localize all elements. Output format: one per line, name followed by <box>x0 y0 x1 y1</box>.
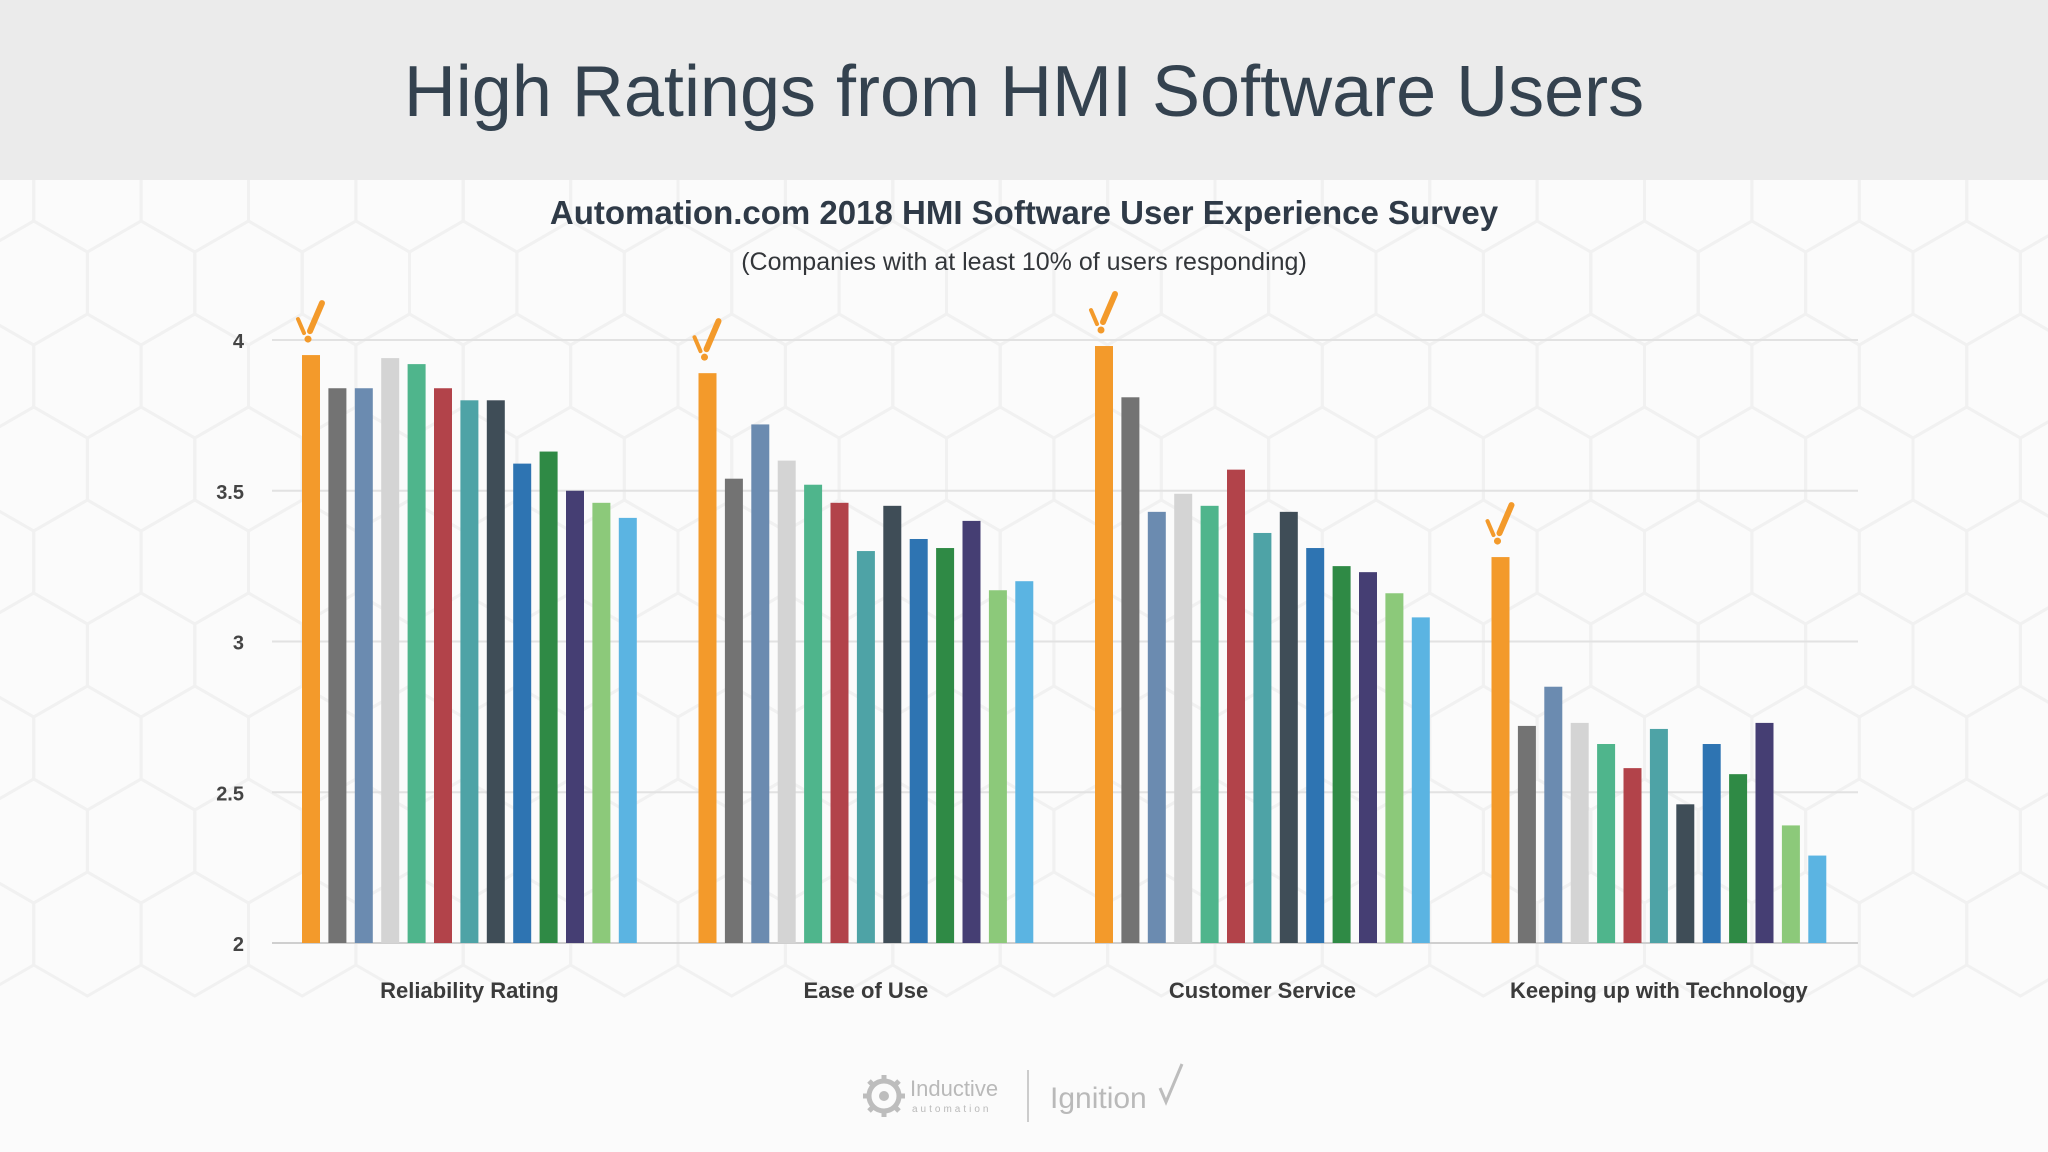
y-tick-label: 4 <box>233 331 245 353</box>
y-tick-label: 2.5 <box>216 783 244 805</box>
bar <box>1121 397 1140 943</box>
ignition-check-icon <box>1089 291 1118 334</box>
ignition-check-icon <box>1485 502 1515 545</box>
automation-logo-text: automation <box>912 1104 991 1115</box>
gridlines <box>272 339 1858 944</box>
bar <box>1200 505 1219 943</box>
category-label: Ease of Use <box>804 978 929 1003</box>
gear-icon <box>863 1075 905 1117</box>
bar <box>698 373 717 943</box>
bar <box>1359 572 1377 943</box>
bar <box>539 451 558 943</box>
bar <box>777 460 796 943</box>
bar <box>962 520 981 943</box>
bar <box>486 400 505 943</box>
header-bar <box>0 0 2048 180</box>
bar <box>936 548 955 943</box>
bar <box>566 490 584 943</box>
bar <box>1015 581 1034 943</box>
bar <box>724 478 743 943</box>
chart-subtitle: (Companies with at least 10% of users re… <box>741 248 1307 276</box>
bar <box>1649 728 1668 943</box>
bar <box>1253 532 1272 943</box>
bar <box>856 551 875 943</box>
bar <box>1306 548 1325 943</box>
inductive-logo-text: Inductive <box>910 1076 998 1101</box>
bar <box>1385 593 1404 943</box>
ignition-check-icon <box>1158 1063 1184 1106</box>
bar <box>592 502 611 943</box>
bar <box>1491 557 1510 943</box>
bar <box>830 502 849 943</box>
bar <box>909 538 928 943</box>
bar <box>381 358 400 944</box>
y-axis-ticks: 2 2.5 3 3.5 4 <box>216 331 245 956</box>
footer-logos: Inductive automation Ignition <box>863 1063 1184 1122</box>
category-labels: Reliability Rating Ease of Use Customer Se… <box>380 978 1808 1003</box>
bar <box>1279 511 1298 943</box>
bar <box>618 517 637 943</box>
bar <box>1729 774 1748 943</box>
bar <box>1174 493 1193 943</box>
bar <box>1570 722 1589 943</box>
bar <box>883 505 902 943</box>
bar <box>1755 722 1774 943</box>
bar <box>1544 686 1563 943</box>
ignition-logo-text: Ignition <box>1050 1082 1147 1115</box>
bar <box>751 424 770 943</box>
bar <box>328 388 347 943</box>
bar <box>434 388 452 943</box>
category-label: Reliability Rating <box>380 978 558 1003</box>
y-tick-label: 3 <box>233 633 244 655</box>
page-title: High Ratings from HMI Software Users <box>403 52 1645 132</box>
bar <box>302 355 320 943</box>
bar <box>1147 511 1166 943</box>
bar <box>407 364 426 943</box>
bar <box>513 463 532 943</box>
bar <box>988 590 1007 943</box>
bar <box>1808 855 1827 943</box>
bar <box>1676 804 1695 943</box>
bar <box>1227 469 1245 943</box>
bar <box>460 400 479 943</box>
y-tick-label: 2 <box>233 934 244 956</box>
category-label: Keeping up with Technology <box>1510 978 1809 1003</box>
highlight-markers <box>296 291 1515 545</box>
bar <box>804 484 823 943</box>
bars <box>302 346 1827 944</box>
bar <box>1623 768 1642 943</box>
bar <box>1597 744 1616 943</box>
chart-title: Automation.com 2018 HMI Software User Ex… <box>549 194 1499 231</box>
category-label: Customer Service <box>1169 978 1356 1003</box>
bar <box>1702 744 1721 943</box>
bar <box>354 388 373 943</box>
ignition-check-icon <box>296 300 325 343</box>
bar <box>1517 725 1536 943</box>
bar <box>1411 617 1430 943</box>
bar <box>1781 825 1800 943</box>
bar <box>1332 566 1351 943</box>
ignition-check-icon <box>692 318 722 361</box>
bar <box>1095 346 1113 943</box>
y-tick-label: 3.5 <box>216 482 244 504</box>
